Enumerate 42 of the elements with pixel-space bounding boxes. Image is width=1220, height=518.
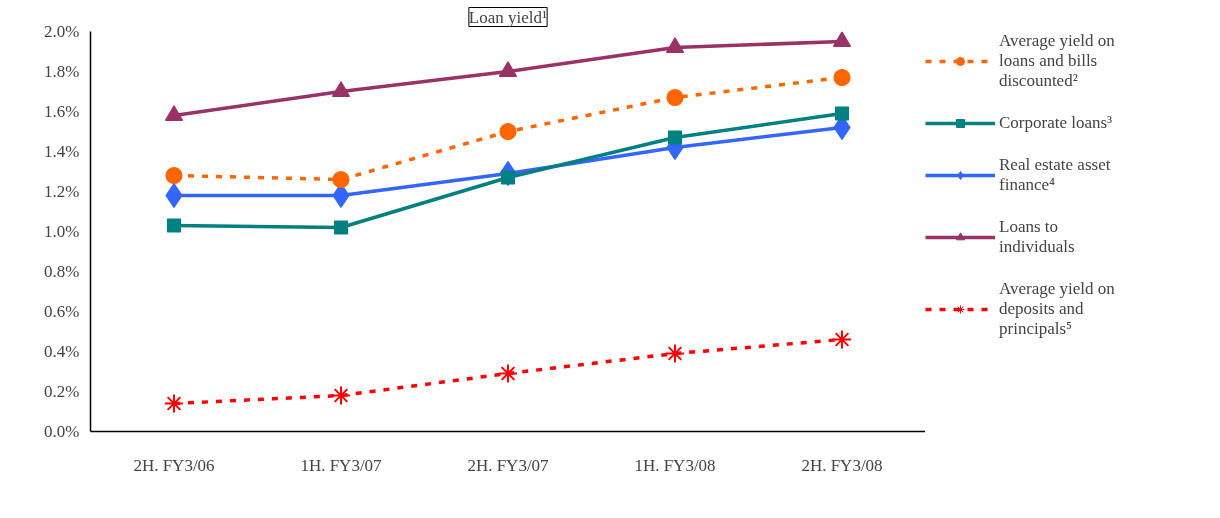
point bbox=[499, 122, 517, 141]
y-tick-label: 0.0% bbox=[44, 422, 80, 441]
y-tick-label: 0.4% bbox=[44, 342, 80, 361]
y-tick-label: 1.2% bbox=[44, 182, 80, 201]
point bbox=[331, 385, 351, 406]
y-tick-label: 1.0% bbox=[44, 222, 80, 241]
point bbox=[665, 37, 685, 54]
y-tick-label: 0.2% bbox=[44, 382, 80, 401]
point bbox=[832, 31, 852, 48]
legend-label: Real estate asset finance⁴ bbox=[999, 155, 1111, 195]
point bbox=[333, 220, 349, 235]
x-tick-label: 2H. FY3/08 bbox=[801, 455, 883, 475]
legend-label: Average yield on loans and bills discounted² bbox=[999, 31, 1115, 91]
y-tick-label: 1.4% bbox=[44, 142, 80, 161]
point bbox=[665, 343, 685, 364]
y-tick-label: 2.0% bbox=[44, 22, 80, 41]
point bbox=[164, 393, 184, 414]
legend-label: Corporate loans³ bbox=[999, 113, 1113, 133]
legend-label: Loans to individuals bbox=[999, 217, 1075, 257]
point bbox=[834, 106, 850, 121]
point bbox=[498, 61, 518, 78]
chart-title: Loan yield¹ bbox=[468, 7, 548, 27]
point bbox=[164, 105, 184, 122]
point bbox=[332, 170, 350, 189]
x-tick-label: 2H. FY3/06 bbox=[133, 455, 215, 475]
y-tick-label: 0.6% bbox=[44, 302, 80, 321]
y-tick-label: 0.8% bbox=[44, 262, 80, 281]
point bbox=[833, 68, 851, 87]
x-tick-label: 2H. FY3/07 bbox=[467, 455, 550, 475]
point bbox=[500, 170, 516, 185]
point bbox=[498, 363, 518, 384]
y-tick-label: 1.6% bbox=[44, 102, 80, 121]
point bbox=[832, 329, 852, 350]
x-tick-label: 1H. FY3/08 bbox=[634, 455, 716, 475]
point bbox=[166, 218, 182, 233]
point bbox=[667, 130, 683, 145]
legend-label: Average yield on deposits and principals⁵ bbox=[999, 279, 1115, 339]
point bbox=[165, 166, 183, 185]
y-tick-label: 1.8% bbox=[44, 62, 80, 81]
point bbox=[331, 81, 351, 98]
point bbox=[666, 88, 684, 107]
x-tick-label: 1H. FY3/07 bbox=[300, 455, 383, 475]
